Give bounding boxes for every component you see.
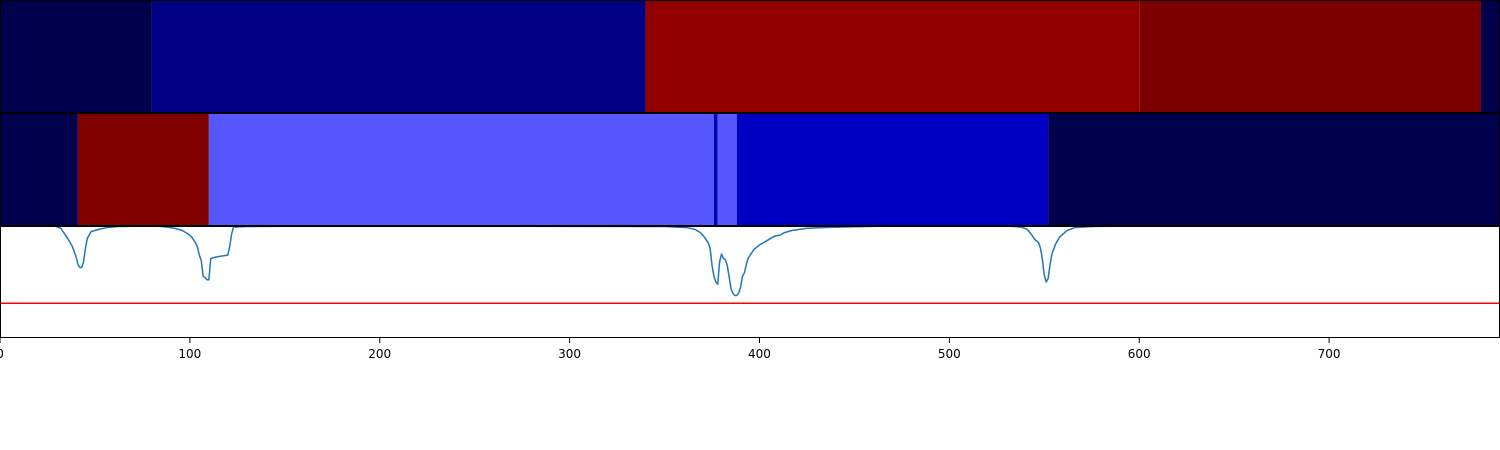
x-tick-label: 100: [178, 347, 201, 361]
heatmap-segment: [1139, 0, 1481, 113]
heatmap-segment: [737, 113, 1048, 226]
x-tick-label: 500: [938, 347, 961, 361]
heatmap-row-1: [0, 0, 1500, 113]
heatmap-segment: [646, 0, 1140, 113]
heatmap-segment: [152, 0, 646, 113]
heatmap-segment: [209, 113, 714, 226]
x-tick-label: 200: [368, 347, 391, 361]
x-tick-label: 600: [1128, 347, 1151, 361]
heatmap-segment: [1481, 0, 1500, 113]
x-tick-label: 700: [1318, 347, 1341, 361]
x-tick-label: 0: [0, 347, 4, 361]
heatmap-segment: [0, 113, 78, 226]
heatmap-segment: [0, 0, 152, 113]
heatmap-segment: [78, 113, 209, 226]
heatmap-segment: [1048, 113, 1500, 226]
x-tick-label: 400: [748, 347, 771, 361]
heatmap-row-2: [0, 113, 1500, 226]
heatmap-segment: [718, 113, 737, 226]
heatmap-segment: [714, 113, 718, 226]
x-tick-label: 300: [558, 347, 581, 361]
